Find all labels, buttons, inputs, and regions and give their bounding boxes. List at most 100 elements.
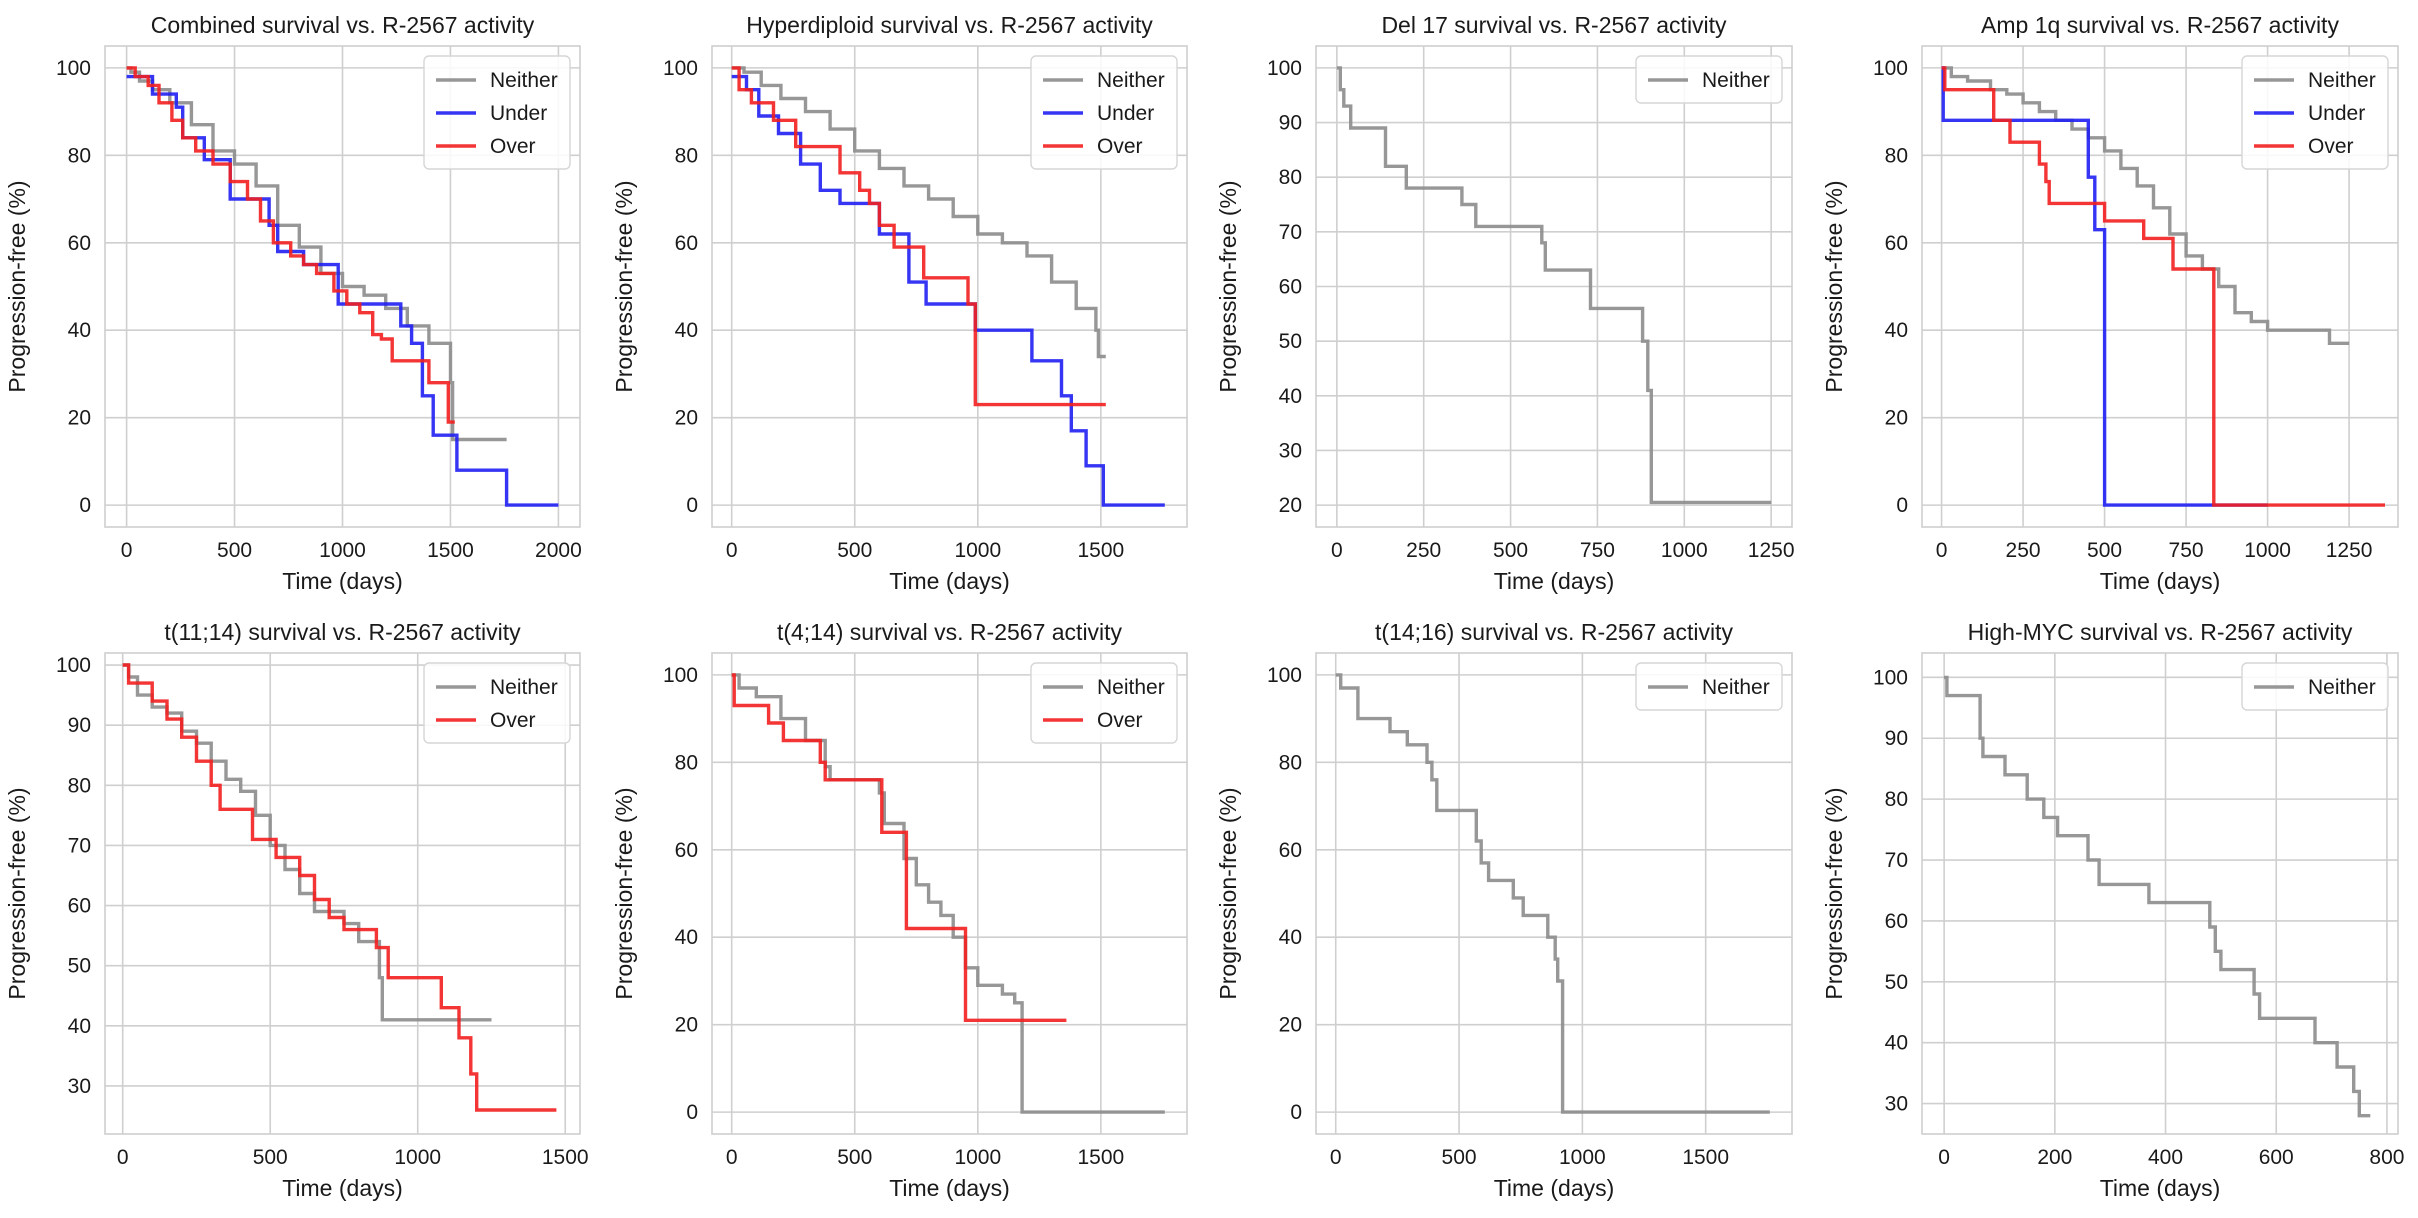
y-tick-label: 30	[1279, 439, 1302, 462]
chart-title: t(4;14) survival vs. R-2567 activity	[777, 619, 1123, 645]
x-tick-label: 1250	[1748, 539, 1795, 562]
series-line-over	[126, 66, 455, 424]
legend-label: Neither	[490, 69, 558, 92]
legend: Neither Under Over	[423, 55, 571, 170]
axes-frame	[711, 45, 1188, 528]
y-tick-label: 70	[1885, 849, 1908, 872]
y-tick-label: 80	[675, 751, 698, 774]
chart-title: t(14;16) survival vs. R-2567 activity	[1375, 619, 1733, 645]
chart-panel-8: 30 40 50 60 70 80 90 100 0 200 400 600 800 High-MYC s…	[1821, 619, 2404, 1201]
y-tick-label: 90	[68, 714, 91, 737]
axes-frame	[104, 652, 581, 1135]
legend-box	[1635, 662, 1783, 711]
x-axis-label: Time (days)	[282, 1175, 403, 1201]
legend-label: Neither	[2308, 69, 2376, 92]
chart-title: Del 17 survival vs. R-2567 activity	[1381, 12, 1727, 38]
y-tick-label: 60	[1885, 232, 1908, 255]
x-tick-label: 1000	[1559, 1146, 1606, 1169]
legend-label: Neither	[1097, 676, 1165, 699]
x-tick-label: 1250	[2326, 539, 2373, 562]
legend: Neither Under Over	[2241, 55, 2389, 170]
x-tick-label: 600	[2259, 1146, 2294, 1169]
y-tick-label: 60	[1279, 839, 1302, 862]
y-tick-label: 80	[1279, 166, 1302, 189]
legend: Neither	[1635, 662, 1783, 711]
y-tick-label: 0	[686, 494, 698, 517]
y-tick-label: 80	[675, 144, 698, 167]
legend-label: Over	[490, 135, 536, 158]
series-line-neither	[1336, 66, 1772, 505]
y-tick-label: 40	[68, 319, 91, 342]
y-tick-label: 100	[1267, 664, 1302, 687]
y-tick-label: 50	[1279, 330, 1302, 353]
axes-frame	[711, 652, 1188, 1135]
y-axis-label: Progression-free (%)	[1821, 180, 1847, 392]
y-tick-label: 0	[1290, 1101, 1302, 1124]
y-tick-label: 100	[1873, 57, 1908, 80]
x-axis-label: Time (days)	[1494, 1175, 1615, 1201]
x-tick-label: 250	[1406, 539, 1441, 562]
y-tick-label: 100	[663, 57, 698, 80]
series-line-neither	[731, 66, 1106, 359]
x-axis-label: Time (days)	[2100, 568, 2221, 594]
axes-frame	[1315, 45, 1793, 528]
x-tick-label: 1000	[319, 539, 366, 562]
x-axis-label: Time (days)	[889, 568, 1010, 594]
legend-label: Over	[1097, 709, 1143, 732]
axes-frame	[104, 45, 581, 528]
x-tick-label: 1500	[427, 539, 474, 562]
legend-box	[1030, 662, 1178, 744]
y-tick-label: 0	[79, 494, 91, 517]
y-tick-label: 30	[1885, 1093, 1908, 1116]
y-tick-label: 70	[1279, 221, 1302, 244]
x-axis-label: Time (days)	[282, 568, 403, 594]
x-tick-label: 0	[1936, 539, 1948, 562]
series-line-over	[731, 66, 1106, 407]
legend-label: Neither	[1097, 69, 1165, 92]
series-line-over	[731, 673, 1067, 1022]
y-tick-label: 60	[68, 895, 91, 918]
y-tick-label: 80	[68, 774, 91, 797]
x-tick-label: 500	[837, 539, 872, 562]
series-line-under	[1941, 66, 2268, 507]
y-tick-label: 40	[1279, 385, 1302, 408]
legend-label: Neither	[490, 676, 558, 699]
x-tick-label: 1000	[954, 1146, 1001, 1169]
y-tick-label: 20	[675, 407, 698, 430]
legend: Neither Over	[423, 662, 571, 744]
series-line-under	[126, 74, 559, 507]
y-tick-label: 30	[68, 1075, 91, 1098]
y-tick-label: 90	[1885, 727, 1908, 750]
legend-box	[423, 662, 571, 744]
x-tick-label: 1500	[1078, 539, 1125, 562]
legend-label: Neither	[1702, 676, 1770, 699]
x-tick-label: 0	[1331, 539, 1343, 562]
y-tick-label: 0	[686, 1101, 698, 1124]
x-tick-label: 0	[117, 1146, 129, 1169]
legend-box	[423, 55, 571, 170]
y-tick-label: 50	[68, 955, 91, 978]
y-tick-label: 20	[1279, 494, 1302, 517]
series-line-over	[1941, 66, 2385, 507]
x-tick-label: 400	[2148, 1146, 2183, 1169]
y-tick-label: 40	[68, 1015, 91, 1038]
y-axis-label: Progression-free (%)	[1215, 180, 1241, 392]
y-axis-label: Progression-free (%)	[1821, 787, 1847, 999]
y-tick-label: 20	[68, 407, 91, 430]
legend-label: Under	[1097, 102, 1154, 125]
y-tick-label: 40	[1279, 926, 1302, 949]
legend: Neither Under Over	[1030, 55, 1178, 170]
x-tick-label: 500	[1493, 539, 1528, 562]
x-tick-label: 1000	[1661, 539, 1708, 562]
x-tick-label: 500	[217, 539, 252, 562]
y-tick-label: 20	[675, 1014, 698, 1037]
chart-title: Hyperdiploid survival vs. R-2567 activit…	[746, 12, 1153, 38]
legend-label: Over	[2308, 135, 2354, 158]
y-tick-label: 60	[68, 232, 91, 255]
